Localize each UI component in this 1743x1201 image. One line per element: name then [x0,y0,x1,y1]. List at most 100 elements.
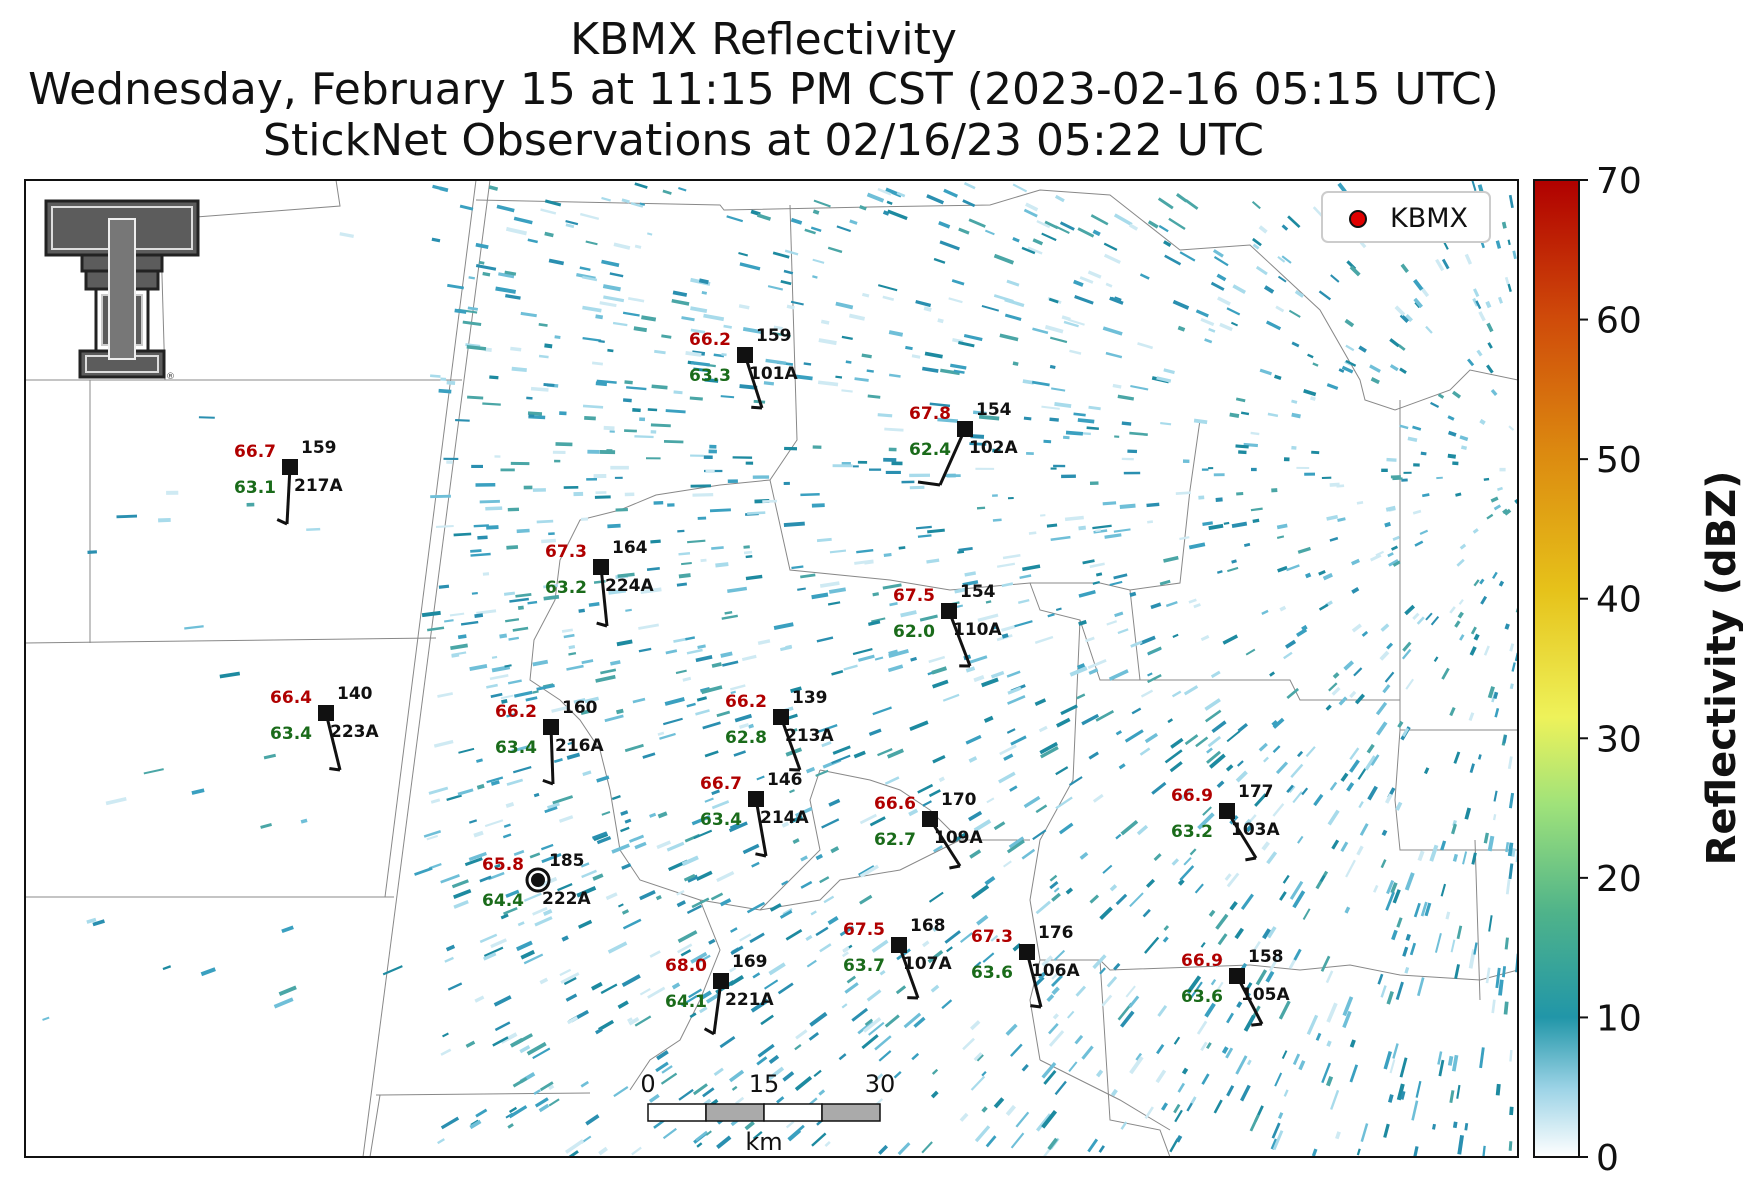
reflectivity-streak [743,550,753,555]
reflectivity-streak [1164,749,1183,764]
reflectivity-streak [690,361,710,367]
reflectivity-streak [1274,1072,1283,1087]
reflectivity-streak [582,770,592,777]
reflectivity-streak [888,649,898,655]
station-dewpoint: 62.4 [909,440,951,460]
reflectivity-streak [695,709,710,716]
reflectivity-streak [1315,1032,1322,1041]
reflectivity-streak [699,1006,708,1014]
reflectivity-streak [748,723,754,729]
reflectivity-streak [932,754,946,764]
reflectivity-streak [882,295,895,301]
reflectivity-streak [599,301,617,308]
reflectivity-streak [538,354,549,359]
reflectivity-streak [733,750,746,757]
colorbar-tick-label: 0 [1596,1138,1619,1179]
reflectivity-streak [1172,299,1190,310]
reflectivity-streak [1174,1109,1183,1123]
reflectivity-streak [475,264,497,271]
reflectivity-streak [474,613,484,618]
reflectivity-streak [527,238,538,244]
reflectivity-streak [1424,902,1432,917]
reflectivity-streak [743,545,750,549]
reflectivity-streak [1508,425,1515,431]
reflectivity-streak [426,834,439,841]
reflectivity-streak [503,823,511,828]
reflectivity-streak [905,345,913,351]
reflectivity-streak [1198,495,1205,500]
reflectivity-streak [922,800,932,807]
reflectivity-streak [1321,476,1332,480]
reflectivity-streak [1079,851,1089,860]
reflectivity-streak [1480,595,1488,605]
reflectivity-streak [519,1045,531,1054]
reflectivity-streak [622,918,642,930]
reflectivity-streak [1345,859,1356,878]
reflectivity-streak [622,311,640,317]
reflectivity-streak [928,655,946,664]
reflectivity-streak [804,228,816,235]
reflectivity-streak [874,656,884,661]
reflectivity-streak [678,552,691,556]
reflectivity-streak [1237,760,1244,767]
wind-barb-staff [897,944,920,999]
reflectivity-streak [730,690,737,695]
wind-barb-flag [751,405,763,410]
reflectivity-streak [1464,807,1472,820]
reflectivity-streak [1486,322,1494,333]
station-pressure: 154 [960,582,996,602]
reflectivity-streak [803,362,812,366]
reflectivity-streak [1237,722,1248,733]
reflectivity-streak [1103,242,1118,251]
reflectivity-streak [1049,874,1058,882]
reflectivity-streak [1245,823,1254,833]
reflectivity-streak [1449,1090,1455,1103]
station-dewpoint: 63.6 [1181,987,1223,1007]
reflectivity-streak [1447,415,1455,421]
reflectivity-streak [1163,555,1179,563]
reflectivity-streak [1276,535,1285,539]
reflectivity-streak [1399,313,1410,323]
reflectivity-streak [568,644,576,650]
reflectivity-streak [930,984,940,993]
reflectivity-streak [1458,598,1464,605]
reflectivity-streak [786,304,795,310]
reflectivity-streak [1345,344,1355,352]
station-marker-icon [543,719,559,735]
reflectivity-streak [1225,764,1234,772]
colorbar-tick-label: 60 [1596,301,1642,342]
reflectivity-streak [676,582,688,587]
reflectivity-streak [1486,513,1494,520]
reflectivity-streak [495,286,517,294]
reflectivity-streak [483,946,504,957]
reflectivity-streak [1006,279,1020,287]
reflectivity-streak [1004,313,1022,321]
reflectivity-streak [1487,686,1495,699]
reflectivity-streak [1095,529,1101,532]
reflectivity-streak [1485,967,1491,984]
reflectivity-streak [852,647,873,656]
reflectivity-streak [1019,574,1032,580]
reflectivity-streak [953,369,965,374]
wind-barb-flag [276,518,288,526]
reflectivity-streak [1193,418,1208,425]
reflectivity-streak [1120,1121,1128,1130]
reflectivity-streak [1131,707,1142,715]
colorbar-tick-label: 20 [1596,859,1642,900]
reflectivity-streak [610,465,629,470]
reflectivity-streak [246,502,255,507]
reflectivity-streak [1392,889,1401,904]
reflectivity-streak [705,993,720,1004]
reflectivity-streak [818,338,837,346]
reflectivity-streak [665,409,686,414]
reflectivity-streak [830,846,840,854]
reflectivity-streak [697,644,706,649]
station-dewpoint: 62.0 [893,622,935,642]
reflectivity-streak [1404,872,1415,891]
reflectivity-streak [990,934,999,942]
reflectivity-streak [810,910,817,916]
reflectivity-streak [512,626,529,632]
reflectivity-streak [512,766,532,774]
